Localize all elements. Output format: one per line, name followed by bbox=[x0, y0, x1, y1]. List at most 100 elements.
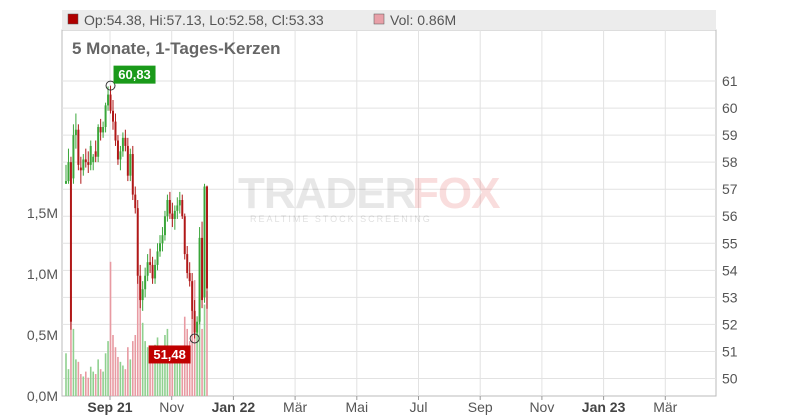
candle-body bbox=[173, 210, 176, 219]
candle-body bbox=[67, 162, 70, 182]
candle-body bbox=[181, 200, 184, 217]
price-tick-label: 55 bbox=[722, 235, 738, 251]
price-tick-label: 58 bbox=[722, 154, 738, 170]
candle-body bbox=[77, 129, 80, 165]
volume-bar bbox=[156, 337, 159, 396]
volume-bar bbox=[124, 369, 127, 396]
candle-body bbox=[97, 127, 100, 157]
legend-ohlc-text: Op:54.38, Hi:57.13, Lo:52.58, Cl:53.33 bbox=[84, 12, 324, 28]
volume-bar bbox=[82, 376, 85, 396]
time-tick-label: Sep 21 bbox=[87, 399, 132, 415]
volume-bar bbox=[144, 341, 146, 396]
candle-body bbox=[65, 181, 67, 184]
volume-tick-label: 1,5M bbox=[27, 205, 58, 221]
volume-bar bbox=[169, 347, 171, 396]
watermark: TRADER FOX REALTIME STOCK SCREENING bbox=[238, 169, 501, 224]
candle-body bbox=[126, 145, 129, 176]
price-tick-label: 50 bbox=[722, 370, 738, 386]
candle-body bbox=[87, 162, 90, 165]
candle-body bbox=[92, 156, 95, 163]
volume-bar bbox=[151, 349, 154, 396]
volume-bar bbox=[154, 344, 156, 396]
volume-bar bbox=[97, 359, 99, 396]
price-tick-label: 56 bbox=[722, 208, 738, 224]
candle-body bbox=[134, 194, 137, 209]
candle-body bbox=[186, 254, 189, 274]
time-tick-label: Jan 23 bbox=[582, 399, 626, 415]
callout-box bbox=[148, 345, 191, 364]
volume-bar bbox=[70, 291, 72, 396]
volume-tick-label: 0,0M bbox=[27, 388, 58, 404]
price-callouts: 60,83 51,48 bbox=[105, 65, 200, 364]
watermark-brand-b: FOX bbox=[412, 169, 500, 218]
candle-body bbox=[154, 264, 157, 279]
candle-body bbox=[188, 273, 191, 282]
candle-body bbox=[121, 137, 124, 152]
candle-body bbox=[84, 159, 87, 163]
candle-body bbox=[69, 162, 72, 322]
watermark-brand-a: TRADER bbox=[238, 169, 416, 218]
volume-bar bbox=[127, 347, 129, 396]
legend-vol-swatch bbox=[373, 13, 385, 25]
candle-body bbox=[72, 135, 75, 179]
candle-body bbox=[144, 275, 147, 290]
volume-tick-label: 0,5M bbox=[27, 327, 58, 343]
volume-bar bbox=[72, 328, 75, 396]
candle-body bbox=[156, 251, 159, 265]
volume-bar bbox=[129, 359, 132, 396]
time-tick-label: Nov bbox=[529, 399, 554, 415]
time-tick-label: Jul bbox=[410, 399, 428, 415]
candle-body bbox=[201, 237, 204, 301]
candle-body bbox=[151, 264, 154, 279]
candle-body bbox=[168, 200, 171, 214]
volume-bar bbox=[203, 304, 206, 396]
candle-body bbox=[107, 94, 110, 106]
volume-bar bbox=[191, 310, 193, 396]
volume-bar bbox=[114, 347, 117, 396]
candle-body bbox=[161, 235, 164, 244]
volume-bar bbox=[75, 359, 77, 396]
candle-body bbox=[74, 129, 77, 136]
candle-body bbox=[114, 121, 117, 141]
time-tick-label: Mär bbox=[283, 399, 307, 415]
candle-body bbox=[146, 262, 149, 276]
volume-bar bbox=[122, 365, 124, 396]
callout-label: 51,48 bbox=[153, 347, 186, 362]
time-tick-label: Mär bbox=[653, 399, 677, 415]
candle-body bbox=[109, 94, 112, 111]
volume-bar bbox=[67, 369, 70, 396]
candle-body bbox=[141, 289, 144, 301]
volume-bar bbox=[65, 353, 67, 396]
candle-body bbox=[82, 159, 85, 171]
volume-bar bbox=[109, 261, 112, 396]
candle-body bbox=[79, 167, 82, 171]
volume-bar bbox=[102, 371, 104, 396]
candles bbox=[65, 85, 208, 339]
candle-body bbox=[102, 127, 105, 133]
candle-body bbox=[183, 216, 186, 255]
candle-body bbox=[163, 216, 166, 236]
chart-header: Op:54.38, Hi:57.13, Lo:52.58, Cl:53.33 V… bbox=[62, 10, 716, 58]
volume-bar bbox=[77, 361, 80, 396]
volume-bar bbox=[131, 341, 134, 396]
callout-marker bbox=[189, 333, 200, 344]
volume-bar bbox=[80, 374, 82, 396]
candle-body bbox=[159, 243, 161, 252]
volume-bar bbox=[94, 374, 97, 396]
volume-bar bbox=[171, 353, 174, 396]
candle-body bbox=[139, 275, 142, 301]
candle-body bbox=[94, 151, 97, 157]
volume-bar bbox=[112, 335, 114, 396]
price-tick-label: 51 bbox=[722, 343, 738, 359]
axes: 50 51 52 53 54 55 56 57 58 59 60 61 0,0M 0,5M 1,0M 1,5M… bbox=[27, 73, 738, 415]
price-tick-label: 52 bbox=[722, 316, 738, 332]
volume-bar bbox=[161, 359, 164, 396]
volume-bar bbox=[119, 361, 122, 396]
callout-marker bbox=[105, 80, 116, 91]
time-tick-label: Mai bbox=[346, 399, 369, 415]
candle-body bbox=[112, 110, 114, 122]
candle-body bbox=[149, 262, 152, 265]
candle-body bbox=[176, 205, 179, 211]
